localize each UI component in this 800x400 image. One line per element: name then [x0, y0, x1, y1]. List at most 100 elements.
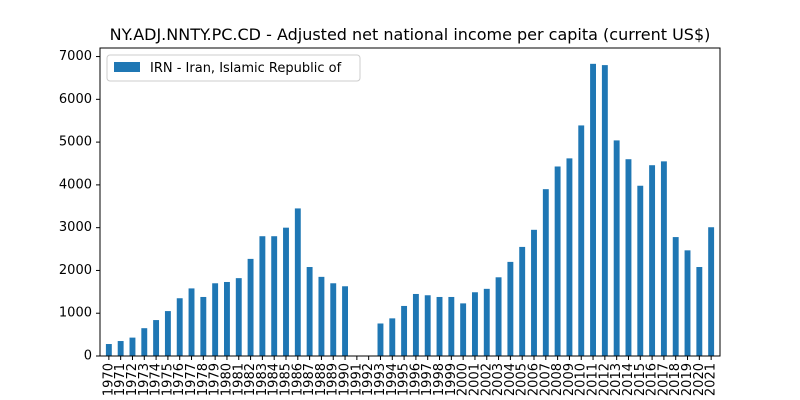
y-tick-label-5000: 5000 [59, 135, 92, 150]
x-axis: 1970197119721973197419751976197719781979… [101, 356, 719, 396]
x-tick-label-2006: 2006 [527, 363, 542, 396]
x-tick-label-2015: 2015 [633, 363, 648, 396]
x-tick-label-1993: 1993 [373, 363, 388, 396]
bar-1984 [271, 236, 278, 356]
plot-area-frame [99, 47, 721, 357]
legend: IRN - Iran, Islamic Republic of [106, 54, 361, 82]
x-tick-label-1991: 1991 [349, 363, 364, 396]
x-tick-label-1998: 1998 [432, 363, 447, 396]
bar-1994 [389, 318, 396, 356]
x-tick-label-1974: 1974 [149, 363, 164, 396]
bar-1989 [330, 283, 337, 356]
bar-2009 [566, 158, 573, 356]
bar-1976 [176, 298, 183, 356]
x-tick-label-2011: 2011 [586, 363, 601, 396]
bar-2019 [684, 250, 691, 356]
x-tick-label-1992: 1992 [361, 363, 376, 396]
x-tick-label-1975: 1975 [160, 363, 175, 396]
bar-2012 [601, 65, 608, 357]
x-tick-label-1972: 1972 [125, 363, 140, 396]
x-tick-label-2004: 2004 [503, 363, 518, 396]
x-tick-label-2012: 2012 [597, 363, 612, 396]
x-tick-label-1976: 1976 [172, 363, 187, 396]
bars-group [105, 63, 715, 357]
bar-1995 [401, 305, 408, 356]
x-tick-label-1984: 1984 [267, 363, 282, 396]
bar-2015 [637, 185, 644, 356]
bar-1986 [294, 208, 301, 356]
bar-1982 [247, 258, 254, 356]
bar-1990 [342, 286, 348, 356]
y-axis: 0 1000 2000 3000 4000 5000 6000 7000 [59, 49, 100, 364]
x-tick-label-1971: 1971 [113, 363, 128, 396]
bar-1973 [141, 328, 148, 356]
bar-1980 [224, 281, 230, 356]
x-tick-label-1990: 1990 [338, 363, 353, 396]
x-tick-label-1989: 1989 [326, 363, 341, 396]
bar-1975 [164, 311, 171, 356]
x-tick-label-1985: 1985 [279, 363, 294, 396]
x-tick-label-1983: 1983 [255, 363, 270, 396]
x-tick-label-1979: 1979 [208, 363, 223, 396]
x-tick-label-1997: 1997 [420, 363, 435, 396]
x-tick-label-2013: 2013 [609, 363, 624, 396]
y-tick-label-6000: 6000 [59, 92, 92, 107]
bar-1970 [105, 344, 112, 356]
bar-2000 [460, 303, 467, 356]
bar-2014 [625, 159, 632, 356]
bar-2002 [483, 288, 490, 356]
bar-1985 [283, 227, 289, 356]
x-tick-label-2021: 2021 [704, 363, 719, 396]
x-tick-label-2018: 2018 [668, 363, 683, 396]
bar-1997 [424, 295, 431, 356]
x-tick-label-2003: 2003 [491, 363, 506, 396]
x-tick-label-1987: 1987 [302, 363, 317, 396]
y-tick-label-3000: 3000 [59, 220, 92, 235]
bar-2007 [542, 189, 549, 356]
bar-2003 [495, 277, 502, 356]
bar-1972 [129, 337, 136, 356]
x-tick-label-1977: 1977 [184, 363, 199, 396]
y-tick-label-7000: 7000 [59, 49, 92, 64]
bar-1988 [318, 276, 325, 356]
x-tick-label-2000: 2000 [456, 363, 471, 396]
x-tick-label-2009: 2009 [562, 363, 577, 396]
x-tick-label-2002: 2002 [479, 363, 494, 396]
bar-2008 [554, 166, 561, 356]
bar-2016 [649, 165, 656, 356]
legend-box [106, 54, 361, 82]
x-tick-label-1986: 1986 [290, 363, 305, 396]
y-tick-label-1000: 1000 [59, 306, 92, 321]
x-tick-label-2019: 2019 [680, 363, 695, 396]
x-tick-label-1981: 1981 [231, 363, 246, 396]
x-tick-label-1995: 1995 [397, 363, 412, 396]
bar-1996 [412, 293, 419, 356]
legend-swatch [114, 62, 140, 72]
bar-2010 [578, 125, 585, 357]
bar-2005 [519, 246, 526, 356]
x-tick-label-1982: 1982 [243, 363, 258, 396]
x-tick-label-1988: 1988 [314, 363, 329, 396]
bar-2017 [660, 161, 667, 356]
bar-1999 [448, 296, 455, 356]
bar-2013 [613, 140, 620, 356]
bar-1993 [377, 323, 384, 356]
bar-2018 [672, 237, 679, 356]
x-tick-label-2005: 2005 [515, 363, 530, 396]
x-tick-label-1996: 1996 [408, 363, 423, 396]
chart-title: NY.ADJ.NNTY.PC.CD - Adjusted net nationa… [110, 25, 711, 44]
x-tick-label-1973: 1973 [137, 363, 152, 396]
bar-1979 [212, 283, 219, 356]
legend-label: IRN - Iran, Islamic Republic of [150, 61, 342, 76]
bar-2020 [696, 267, 703, 356]
bar-1971 [117, 341, 124, 356]
x-tick-label-2007: 2007 [538, 363, 553, 396]
bar-2021 [708, 227, 715, 356]
bar-1983 [259, 236, 266, 356]
bar-1998 [436, 296, 443, 356]
x-tick-label-2010: 2010 [574, 363, 589, 396]
x-tick-label-2016: 2016 [645, 363, 660, 396]
x-tick-label-1978: 1978 [196, 363, 211, 396]
bar-1987 [306, 267, 313, 356]
